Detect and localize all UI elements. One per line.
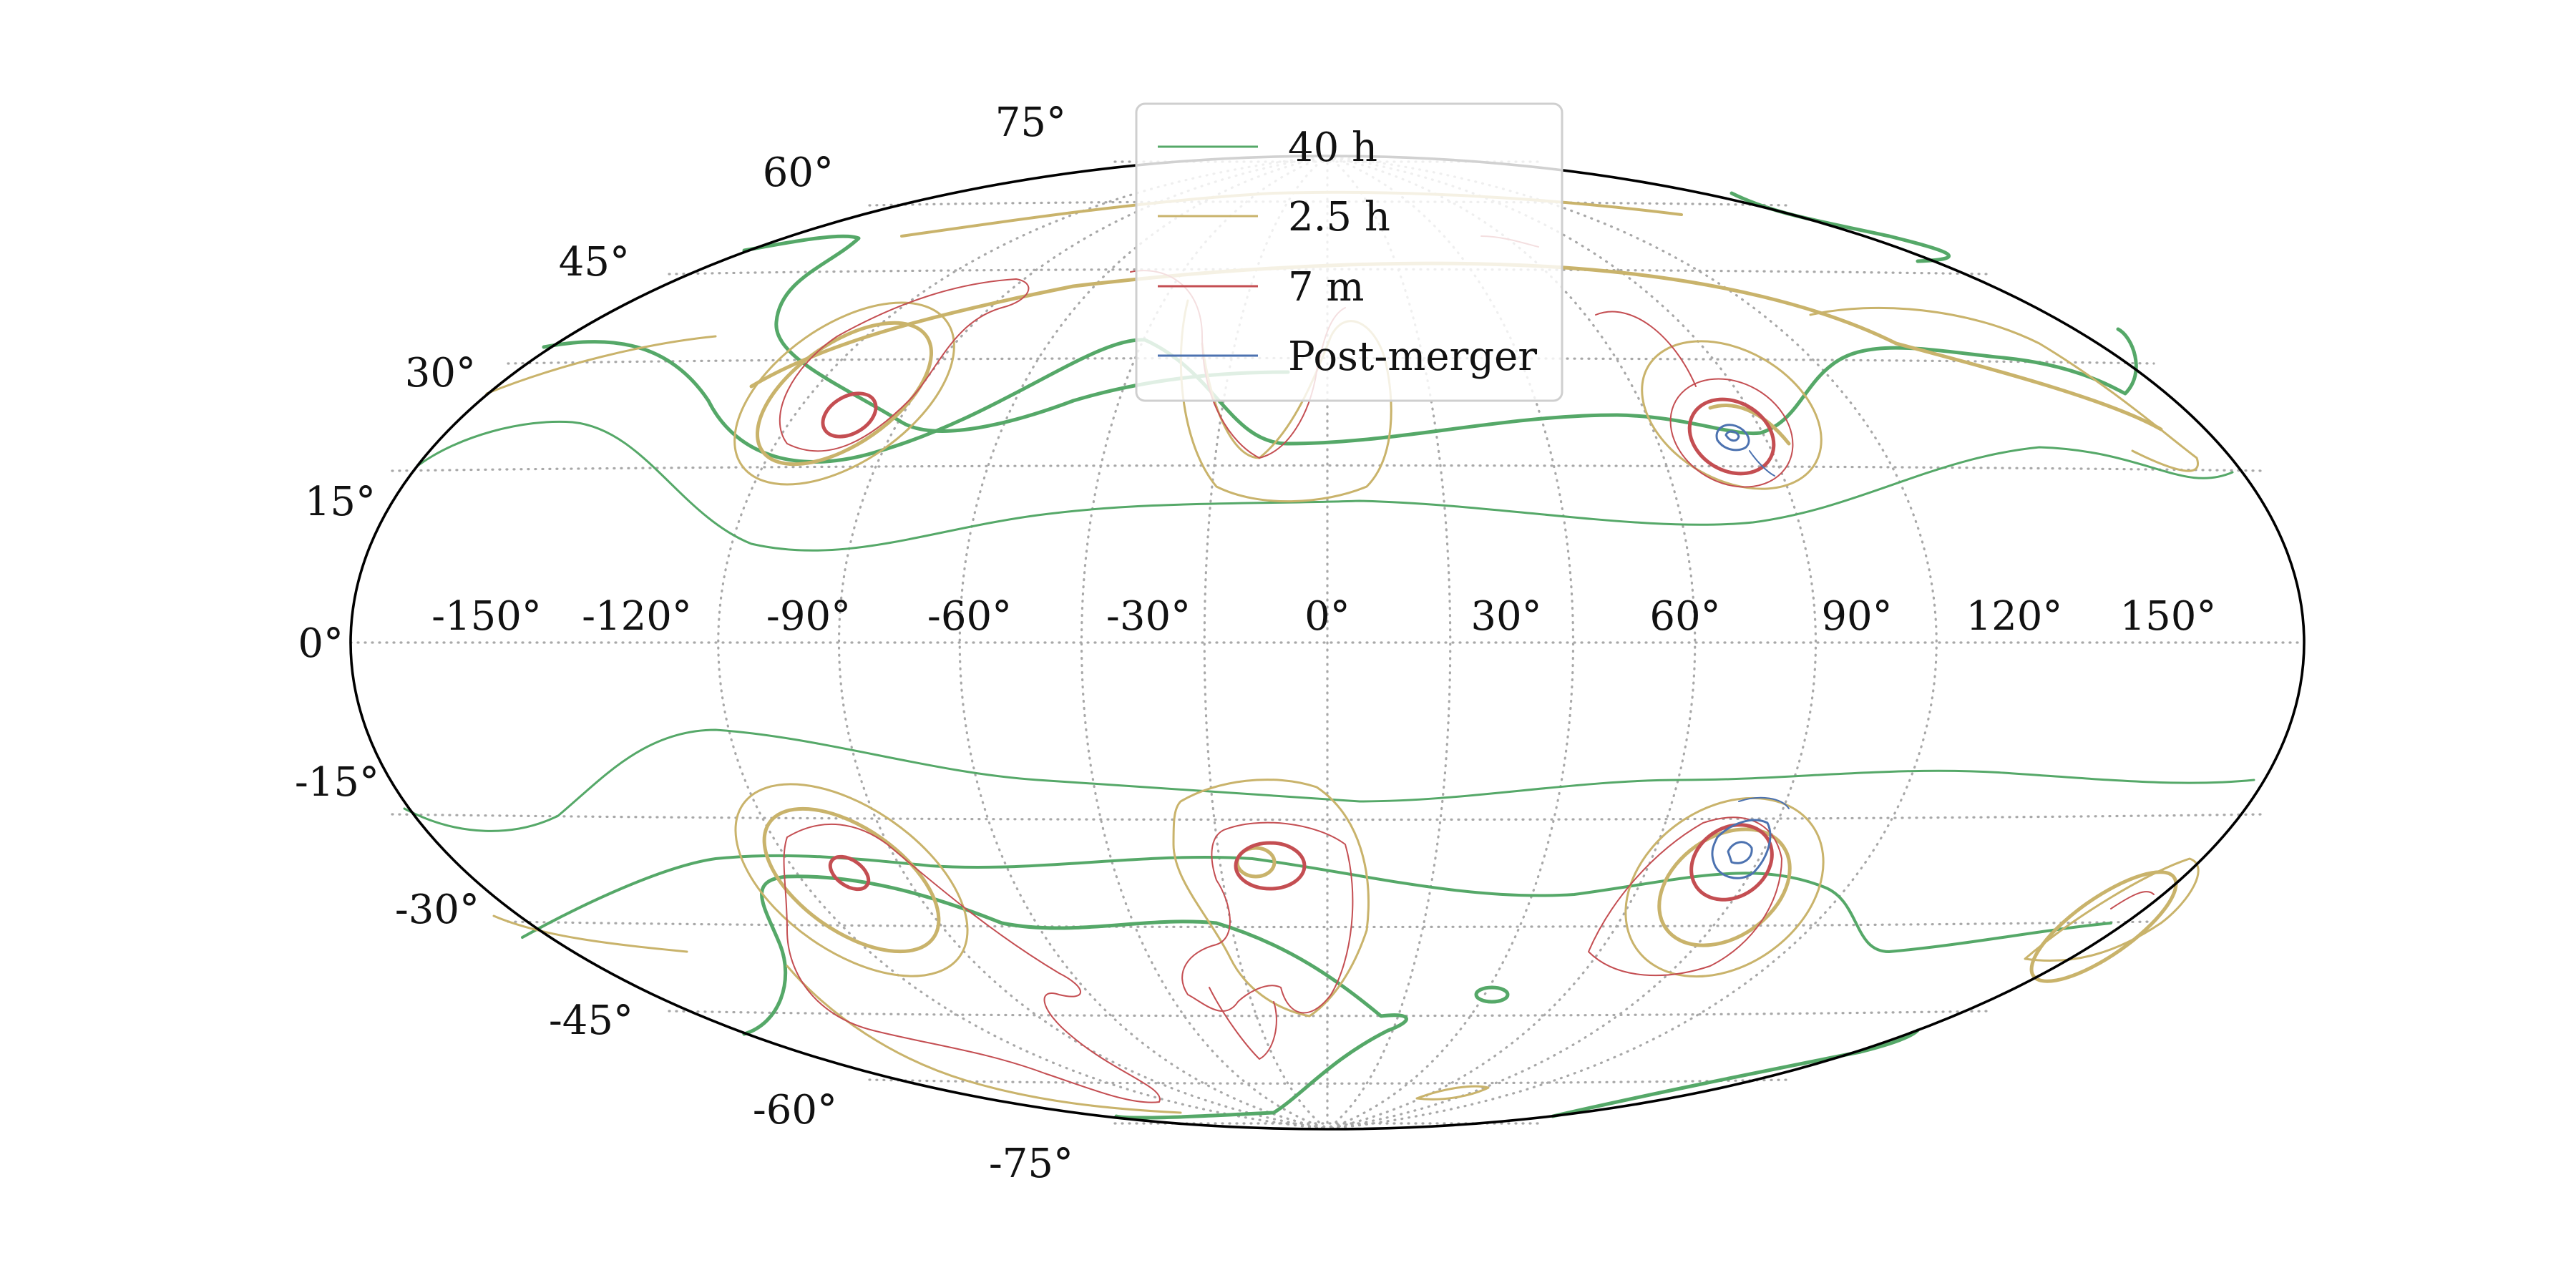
contour-post-merger-south-a — [1711, 819, 1772, 879]
contour-40h-south-inner — [521, 854, 2112, 953]
contour-40h-north-inner — [542, 327, 2138, 464]
contour-7m-north-c-outer — [1669, 378, 1794, 488]
contours-7m — [779, 235, 2155, 1103]
lon-tick-0: 0° — [1304, 593, 1350, 640]
latitude-line-m45 — [668, 1010, 1991, 1018]
contour-2-5h-north-c-outer — [1641, 340, 1823, 490]
lon-tick-60: 60° — [1649, 593, 1720, 640]
contour-2-5h-south-a-outer — [734, 783, 969, 977]
legend-label-2-5h: 2.5 h — [1288, 194, 1390, 240]
contour-2-5h-south-c-outer — [1624, 796, 1825, 978]
latitude-line-30 — [507, 356, 2155, 365]
contour-post-merger-south-c — [1738, 796, 1790, 809]
latitude-line-45 — [668, 268, 1991, 275]
contours-2-5h — [485, 190, 2200, 1114]
contour-7m-south-c-inner — [1689, 823, 1774, 902]
lat-tick-30: 30° — [405, 350, 476, 396]
contour-7m-north-c-tail — [1595, 311, 1697, 387]
meridian-line-m120 — [838, 155, 1329, 1131]
contour-40h-north-lobe — [742, 234, 1290, 433]
legend-entry-2-5h: 2.5 h — [1158, 194, 1390, 240]
contour-7m-south-c — [1588, 816, 1782, 977]
contour-40h-bottom-right — [1551, 1028, 1920, 1118]
contour-40h-south-lobe — [742, 874, 1408, 1120]
contour-2-5h-south-c-inner — [1657, 827, 1792, 947]
legend-label-post-merger: Post-merger — [1288, 333, 1537, 380]
lon-tick-m150: -150° — [431, 593, 542, 640]
contour-post-merger-north-a — [1715, 424, 1750, 452]
latitude-line-15 — [391, 464, 2266, 472]
lat-tick-75: 75° — [995, 99, 1066, 146]
legend-entry-post-merger: Post-merger — [1158, 333, 1537, 380]
lon-tick-m90: -90° — [766, 593, 851, 640]
lon-tick-30: 30° — [1470, 593, 1541, 640]
contour-2-5h-north-left — [485, 335, 717, 395]
longitude-tick-labels: -150° -120° -90° -60° -30° 0° 30° 60° 90… — [431, 593, 2216, 640]
contour-2-5h-south-lower — [786, 965, 1182, 1114]
legend-label-40h: 40 h — [1288, 125, 1377, 171]
contour-2-5h-south-small — [1415, 1085, 1490, 1101]
lon-tick-120: 120° — [1966, 593, 2063, 640]
legend-frame — [1135, 102, 1563, 402]
meridian-line-m90 — [958, 155, 1329, 1131]
lon-tick-m60: -60° — [927, 593, 1012, 640]
contour-7m-south-b-lower — [1209, 987, 1277, 1060]
lon-tick-90: 90° — [1821, 593, 1892, 640]
contour-7m-south-right — [2110, 891, 2155, 909]
lat-tick-m60: -60° — [753, 1087, 837, 1133]
lat-tick-45: 45° — [559, 239, 630, 286]
contours-40h — [403, 191, 2255, 1120]
contours-post-merger — [1711, 424, 1790, 879]
contour-2-5h-north-a-outer — [733, 301, 955, 486]
contour-7m-south-a-core — [828, 854, 871, 892]
lon-tick-m120: -120° — [582, 593, 692, 640]
contour-2-5h-north-a-inner — [755, 321, 934, 467]
contour-2-5h-south-right-inner — [2029, 870, 2178, 983]
contour-2-5h-south-a-inner — [762, 806, 941, 954]
lat-tick-m45: -45° — [549, 997, 633, 1044]
contour-7m-north-a — [779, 278, 1030, 452]
contour-7m-north-a-core — [821, 391, 878, 439]
legend-entry-40h: 40 h — [1158, 125, 1377, 171]
contour-7m-south-b-core — [1234, 841, 1307, 891]
contour-2-5h-north-right-tail — [1809, 306, 2199, 472]
contour-post-merger-north-b — [1724, 430, 1740, 442]
contour-2-5h-south-right — [2024, 857, 2200, 962]
legend-label-7m: 7 m — [1288, 264, 1365, 311]
contour-2-5h-north-c-tail — [1708, 404, 1791, 446]
contour-40h-south-outer — [403, 728, 2255, 832]
latitude-tick-labels: 75° 60° 45° 30° 15° 0° -15° -30° -45° -6… — [295, 99, 1073, 1187]
lat-tick-m15: -15° — [295, 759, 379, 806]
lat-tick-0: 0° — [298, 620, 343, 667]
legend-entry-7m: 7 m — [1158, 264, 1365, 311]
lon-tick-m30: -30° — [1106, 593, 1191, 640]
meridian-line-m150 — [717, 155, 1329, 1131]
contour-7m-north-c-inner — [1687, 397, 1776, 476]
latitude-line-m60 — [868, 1078, 1790, 1085]
lat-tick-m75: -75° — [989, 1141, 1073, 1187]
meridian-line-90 — [1326, 155, 1697, 1131]
lat-tick-m30: -30° — [395, 887, 479, 933]
legend: 40 h 2.5 h 7 m Post-merger — [1135, 102, 1563, 402]
lon-tick-150: 150° — [2120, 593, 2217, 640]
contour-7m-south-b — [1181, 821, 1354, 1014]
latitude-line-m30 — [507, 920, 2155, 929]
lat-tick-60: 60° — [763, 150, 834, 196]
contour-7m-south-a — [783, 823, 1161, 1103]
contour-post-merger-south-b — [1727, 841, 1753, 864]
contour-40h-north-outer — [417, 420, 2234, 552]
contour-post-merger-north-c — [1749, 450, 1775, 477]
contour-2-5h-south-b — [1172, 779, 1370, 1018]
meridian-line-m30 — [1203, 155, 1329, 1131]
meridian-line-150 — [1326, 155, 1938, 1131]
meridian-line-120 — [1326, 155, 1817, 1131]
contour-40h-south-islet — [1474, 985, 1510, 1004]
lat-tick-15: 15° — [305, 479, 376, 525]
latitude-line-60 — [868, 200, 1790, 207]
meridian-line-30 — [1326, 155, 1452, 1131]
contour-2-5h-south-left — [492, 914, 688, 953]
